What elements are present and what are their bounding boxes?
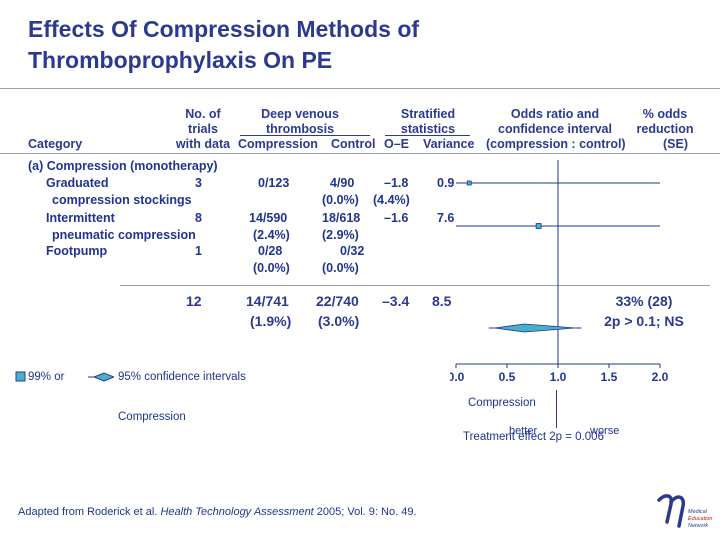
row-comp: 14/590 [249,211,288,225]
total-var: 8.5 [432,293,452,309]
header-odds-sub: (compression : control) [486,137,626,151]
study-point [466,180,472,186]
row-comp-pct: (2.4%) [253,228,290,242]
header-pct: % odds reduction [636,107,694,136]
header-dvt-control: Control [331,137,376,151]
row-comp: 0/123 [258,176,290,190]
header-oe: O–E [384,137,410,151]
row-trials: 3 [195,176,202,190]
treatment-effect: Treatment effect 2p = 0.006 [463,431,604,443]
legend-square-icon [15,371,26,382]
total-p: 2p > 0.1; NS [604,313,684,329]
row-comp: 0/28 [258,244,283,258]
axis-caption-left: Compression [118,411,186,423]
header-divider [0,153,720,154]
axis-caption-right: Compression [468,397,536,409]
row-name: Intermittent [46,211,115,225]
total-comp: 14/741 [246,293,289,309]
total-comp-pct: (1.9%) [250,313,292,329]
x-tick-label: 0.0 [450,370,465,384]
header-variance: Variance [423,137,475,151]
dvt-underline [240,135,370,136]
header-no-trials: No. of trials with data [175,107,231,151]
legend-95: 95% confidence intervals [118,371,246,383]
page-title: Effects Of Compression Methods of Thromb… [28,16,420,73]
row-var: 0.9 [437,176,455,190]
header-odds: Odds ratio and confidence interval [498,107,612,136]
study-point [535,223,542,229]
row-name-cont: compression stockings [52,193,192,207]
stats-underline [385,135,470,136]
row-oe: –1.6 [384,211,409,225]
legend-diamond-icon [92,372,114,382]
total-reduction: 33% (28) [615,293,673,309]
legend-symbols [15,371,114,382]
row-name: Footpump [46,244,108,258]
section-label: (a) Compression (monotherapy) [28,159,218,173]
row-oe-pct: (4.4%) [373,193,410,207]
total-trials: 12 [186,293,202,309]
citation: Adapted from Roderick et al. Health Tech… [18,506,417,518]
total-divider [120,285,710,286]
logo-icon [657,494,686,528]
x-tick-label: 1.5 [601,370,618,384]
total-ctrl-pct: (3.0%) [318,313,360,329]
row-name-cont: pneumatic compression [52,228,196,242]
row-ctrl: 0/32 [340,244,365,258]
row-var: 7.6 [437,211,455,225]
x-tick-label: 0.5 [499,370,516,384]
legend-99: 99% or [28,371,65,383]
header-pct-se: (SE) [663,137,688,151]
row-ctrl: 18/618 [322,211,361,225]
row-trials: 8 [195,211,202,225]
row-ctrl: 4/90 [330,176,355,190]
header-dvt: Deep venous thrombosis [261,107,339,136]
row-name: Graduated [46,176,109,190]
x-tick-label: 2.0 [652,370,669,384]
axis-caption-divider [556,390,557,428]
header-dvt-compression: Compression [238,137,318,151]
row-ctrl-pct: (0.0%) [322,261,359,275]
total-ctrl: 22/740 [316,293,359,309]
row-ctrl-pct: (2.9%) [322,228,359,242]
better-label: better [509,425,538,437]
total-oe: –3.4 [382,293,410,309]
worse-label: worse [590,425,620,437]
header-stats: Stratified statistics [400,107,456,136]
row-ctrl-pct: (0.0%) [322,193,359,207]
x-tick-label: 1.0 [550,370,567,384]
row-oe: –1.8 [384,176,409,190]
row-comp-pct: (0.0%) [253,261,290,275]
pooled-diamond [494,323,576,333]
title-divider [0,88,720,89]
row-trials: 1 [195,244,202,258]
logo-text: Medical Education Network [688,509,713,529]
forest-plot: 0.0 0.5 1.0 1.5 2.0 [450,160,669,384]
header-category: Category [28,137,83,151]
